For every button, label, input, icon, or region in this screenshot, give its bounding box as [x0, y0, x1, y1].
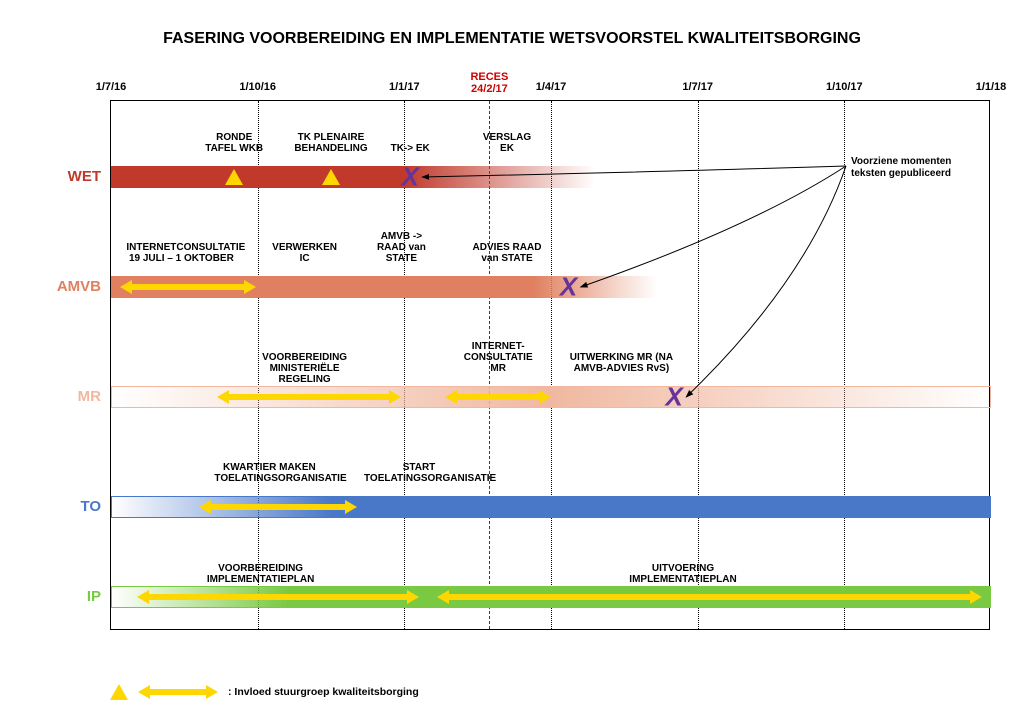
legend: : Invloed stuurgroep kwaliteitsborging [110, 680, 419, 704]
date-label: 1/10/17 [826, 81, 863, 93]
row-label-mr: MR [11, 388, 101, 405]
row-label-ip: IP [11, 588, 101, 605]
date-label: 1/1/17 [389, 81, 420, 93]
legend-label: : Invloed stuurgroep kwaliteitsborging [228, 686, 419, 698]
date-label: 1/1/18 [976, 81, 1007, 93]
reces-label: RECES24/2/17 [470, 71, 508, 95]
date-label: 1/7/16 [96, 81, 127, 93]
row-label-amvb: AMVB [11, 278, 101, 295]
row-label-to: TO [11, 498, 101, 515]
date-label: 1/4/17 [536, 81, 567, 93]
date-label: 1/10/16 [239, 81, 276, 93]
pointer-arrows [111, 101, 991, 631]
timeline-chart: 1/7/161/10/161/1/171/4/171/7/171/10/171/… [110, 100, 990, 630]
page-title: FASERING VOORBEREIDING EN IMPLEMENTATIE … [0, 0, 1024, 48]
date-label: 1/7/17 [682, 81, 713, 93]
row-label-wet: WET [11, 168, 101, 185]
